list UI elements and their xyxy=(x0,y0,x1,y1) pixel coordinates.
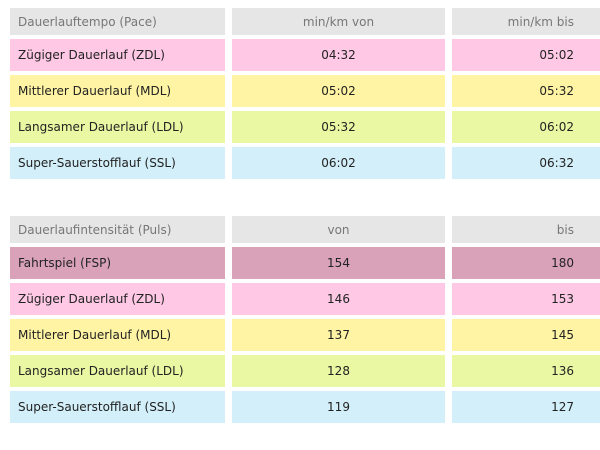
table-row: Zügiger Dauerlauf (ZDL) 04:32 05:02 xyxy=(10,39,600,71)
table-cell: Langsamer Dauerlauf (LDL) xyxy=(10,111,225,143)
table-cell: Super-Sauerstofflauf (SSL) xyxy=(10,147,225,179)
table-cell: 05:02 xyxy=(232,75,445,107)
table-cell: 137 xyxy=(232,319,445,351)
table-cell: 127 xyxy=(452,391,600,423)
pace-table: Dauerlauftempo (Pace) min/km von min/km bi… xyxy=(10,8,600,179)
table-cell: 05:32 xyxy=(452,75,600,107)
table-cell: 145 xyxy=(452,319,600,351)
header-cell: Dauerlauftempo (Pace) xyxy=(10,8,225,35)
table-cell: Super-Sauerstofflauf (SSL) xyxy=(10,391,225,423)
table-cell: 06:02 xyxy=(232,147,445,179)
table-cell: 153 xyxy=(452,283,600,315)
header-cell: min/km bis xyxy=(452,8,600,35)
header-cell: min/km von xyxy=(232,8,445,35)
table-cell: Langsamer Dauerlauf (LDL) xyxy=(10,355,225,387)
table-cell: Mittlerer Dauerlauf (MDL) xyxy=(10,75,225,107)
pulse-table: Dauerlaufintensität (Puls) von bis Fahrtspi… xyxy=(10,216,600,423)
table-cell: 146 xyxy=(232,283,445,315)
table-cell: Zügiger Dauerlauf (ZDL) xyxy=(10,283,225,315)
table-cell: 119 xyxy=(232,391,445,423)
table-row: Mittlerer Dauerlauf (MDL) 05:02 05:32 xyxy=(10,75,600,107)
header-row: Dauerlauftempo (Pace) min/km von min/km bi… xyxy=(10,8,600,35)
table-cell: 136 xyxy=(452,355,600,387)
header-cell: von xyxy=(232,216,445,243)
table-row: Super-Sauerstofflauf (SSL) 119 127 xyxy=(10,391,600,423)
table-cell: Mittlerer Dauerlauf (MDL) xyxy=(10,319,225,351)
table-cell: Zügiger Dauerlauf (ZDL) xyxy=(10,39,225,71)
table-row: Fahrtspiel (FSP) 154 180 xyxy=(10,247,600,279)
table-row: Langsamer Dauerlauf (LDL) 128 136 xyxy=(10,355,600,387)
table-row: Mittlerer Dauerlauf (MDL) 137 145 xyxy=(10,319,600,351)
table-cell: Fahrtspiel (FSP) xyxy=(10,247,225,279)
table-cell: 04:32 xyxy=(232,39,445,71)
table-cell: 154 xyxy=(232,247,445,279)
header-cell: Dauerlaufintensität (Puls) xyxy=(10,216,225,243)
table-row: Super-Sauerstofflauf (SSL) 06:02 06:32 xyxy=(10,147,600,179)
table-cell: 05:32 xyxy=(232,111,445,143)
table-cell: 180 xyxy=(452,247,600,279)
table-cell: 06:02 xyxy=(452,111,600,143)
table-cell: 128 xyxy=(232,355,445,387)
header-row: Dauerlaufintensität (Puls) von bis xyxy=(10,216,600,243)
table-row: Zügiger Dauerlauf (ZDL) 146 153 xyxy=(10,283,600,315)
table-cell: 05:02 xyxy=(452,39,600,71)
table-cell: 06:32 xyxy=(452,147,600,179)
header-cell: bis xyxy=(452,216,600,243)
table-row: Langsamer Dauerlauf (LDL) 05:32 06:02 xyxy=(10,111,600,143)
